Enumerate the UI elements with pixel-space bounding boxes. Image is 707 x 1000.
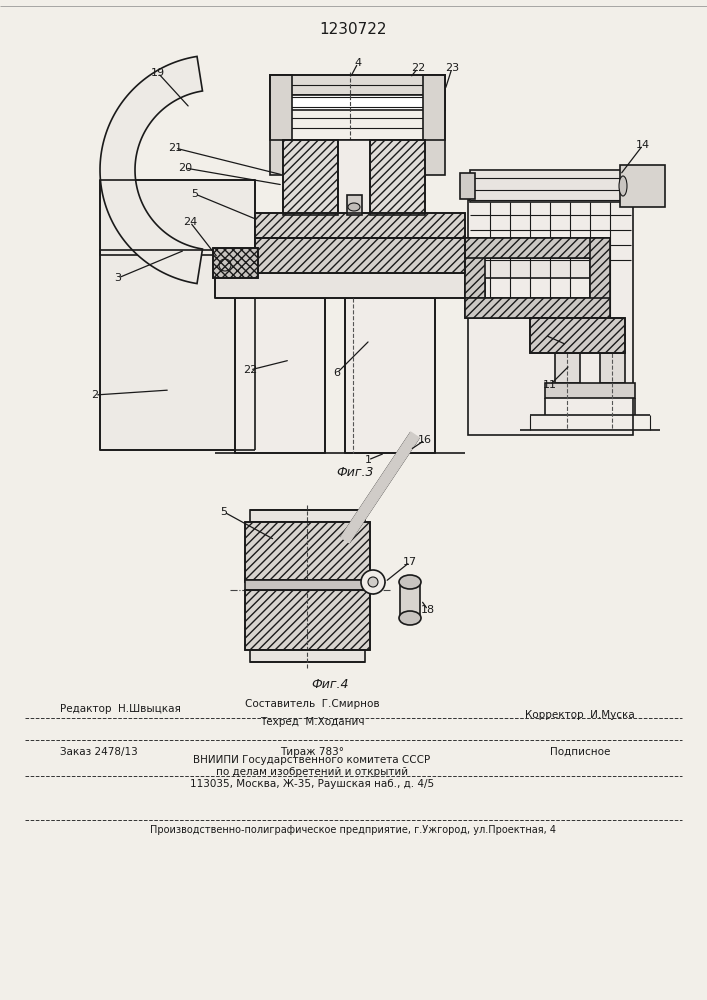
Bar (245, 522, 370, 582)
Bar (400, 582, 420, 618)
Bar (468, 200, 633, 435)
Ellipse shape (348, 203, 360, 211)
Bar (283, 140, 338, 215)
Text: Корректор  И.Муска: Корректор И.Муска (525, 710, 635, 720)
Text: 4: 4 (354, 58, 361, 68)
Bar (465, 238, 485, 298)
Bar (465, 258, 610, 278)
Bar (245, 580, 370, 590)
Ellipse shape (399, 575, 421, 589)
Bar (213, 248, 258, 278)
Text: по делам изобретений и открытий: по делам изобретений и открытий (216, 767, 408, 777)
Bar (620, 165, 665, 207)
Bar (530, 318, 625, 353)
Circle shape (361, 570, 385, 594)
Bar (250, 650, 365, 662)
Bar (347, 195, 362, 215)
Text: Фиг.4: Фиг.4 (311, 678, 349, 692)
Bar (460, 173, 475, 199)
Bar (423, 75, 445, 175)
Bar (530, 318, 625, 353)
Text: 18: 18 (421, 605, 435, 615)
Text: 22: 22 (411, 63, 425, 73)
Bar (590, 238, 610, 318)
Text: Фиг.3: Фиг.3 (337, 466, 374, 479)
Text: 21: 21 (168, 143, 182, 153)
Text: Техред  М.Ходанич: Техред М.Ходанич (259, 717, 364, 727)
Bar (245, 522, 370, 582)
Bar (465, 238, 610, 258)
Text: 19: 19 (151, 68, 165, 78)
Text: Подписное: Подписное (550, 747, 610, 757)
Bar (465, 238, 485, 298)
Bar (600, 353, 625, 383)
Text: 6: 6 (334, 368, 341, 378)
Text: 1230722: 1230722 (320, 22, 387, 37)
Text: 5: 5 (221, 507, 228, 517)
Text: Редактор  Н.Швыцкая: Редактор Н.Швыцкая (60, 704, 181, 714)
Bar (255, 238, 465, 273)
Bar (465, 298, 610, 318)
Bar (235, 298, 325, 453)
Text: 1: 1 (365, 455, 371, 465)
Bar (283, 140, 338, 215)
Bar (270, 95, 445, 110)
Bar (213, 248, 258, 278)
Ellipse shape (399, 611, 421, 625)
Text: Тираж 783°: Тираж 783° (280, 747, 344, 757)
Circle shape (368, 577, 378, 587)
Text: 11: 11 (543, 380, 557, 390)
Ellipse shape (619, 176, 627, 196)
Text: Производственно-полиграфическое предприятие, г.Ужгород, ул.Проектная, 4: Производственно-полиграфическое предприя… (150, 825, 556, 835)
Bar (245, 590, 370, 650)
Polygon shape (341, 432, 419, 543)
Bar (255, 213, 465, 238)
Text: 113035, Москва, Ж-35, Раушская наб., д. 4/5: 113035, Москва, Ж-35, Раушская наб., д. … (190, 779, 434, 789)
Text: 23: 23 (445, 63, 459, 73)
Text: 24: 24 (183, 217, 197, 227)
Bar (100, 180, 255, 255)
Bar (245, 590, 370, 650)
Text: 20: 20 (178, 163, 192, 173)
Polygon shape (100, 56, 202, 284)
Text: 12: 12 (560, 340, 574, 350)
Text: 5: 5 (192, 189, 199, 199)
Text: 14: 14 (636, 140, 650, 150)
Text: 22: 22 (243, 365, 257, 375)
Text: 2: 2 (91, 390, 98, 400)
Bar (465, 298, 610, 318)
Text: 16: 16 (418, 435, 432, 445)
Text: 3: 3 (115, 273, 122, 283)
Text: 17: 17 (403, 557, 417, 567)
Bar (270, 75, 445, 140)
Bar (545, 383, 635, 398)
Bar (470, 170, 630, 202)
Bar (270, 75, 445, 95)
Bar (370, 140, 425, 215)
Bar (270, 75, 292, 175)
Text: Составитель  Г.Смирнов: Составитель Г.Смирнов (245, 699, 380, 709)
Bar (215, 273, 465, 298)
Bar (338, 140, 370, 215)
Text: Заказ 2478/13: Заказ 2478/13 (60, 747, 138, 757)
Bar (370, 140, 425, 215)
Bar (255, 238, 465, 273)
Bar (555, 353, 580, 383)
Bar (250, 510, 365, 522)
Bar (255, 213, 465, 238)
Text: ВНИИПИ Государственного комитета СССР: ВНИИПИ Государственного комитета СССР (194, 755, 431, 765)
Bar (465, 238, 610, 258)
Bar (345, 298, 435, 453)
Bar (590, 238, 610, 318)
Bar (100, 250, 255, 450)
